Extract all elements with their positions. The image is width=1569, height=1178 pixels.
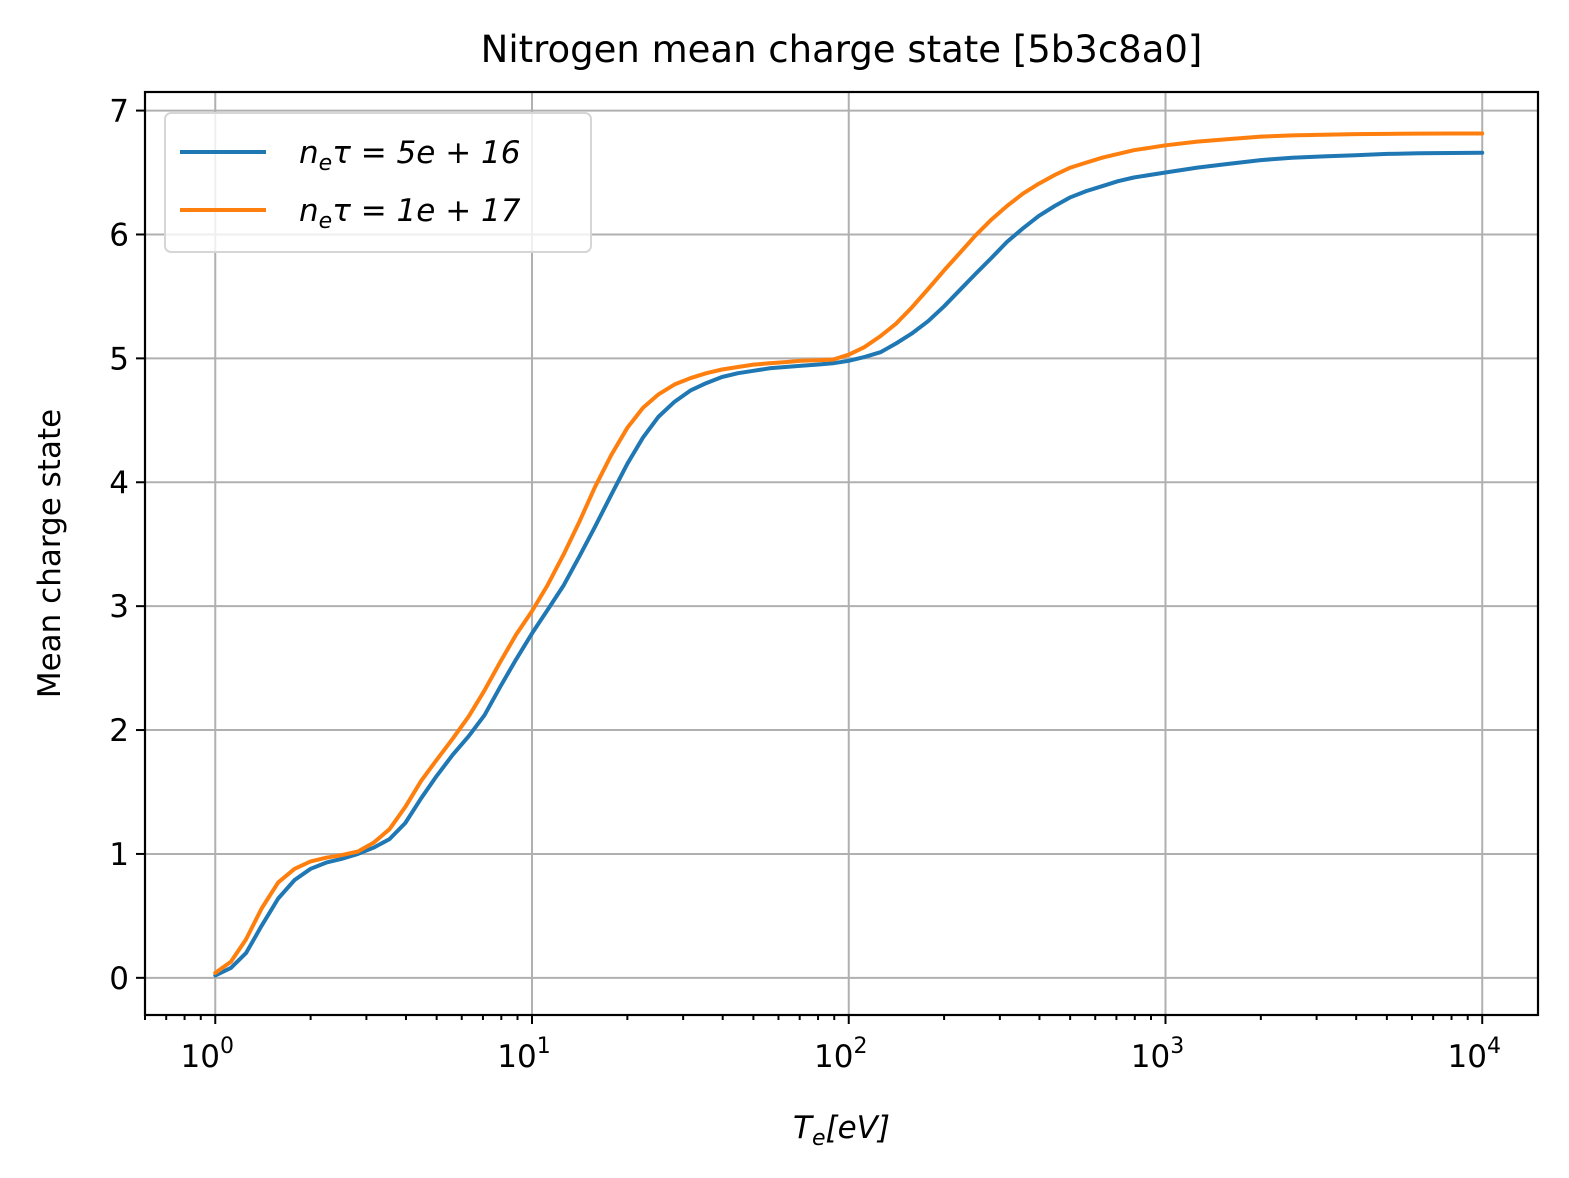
x-tick-exponent: 1: [537, 1034, 551, 1059]
y-tick-label: 0: [109, 961, 129, 997]
x-tick-exponent: 3: [1170, 1034, 1184, 1059]
y-tick-label: 7: [109, 94, 129, 130]
x-tick-base: 10: [814, 1039, 853, 1075]
y-tick-label: 4: [109, 465, 129, 501]
legend-label-2: neτ = 1e + 17: [299, 193, 521, 234]
x-tick-base: 10: [181, 1039, 220, 1075]
x-tick-label: 101: [497, 1034, 550, 1075]
legend: neτ = 5e + 16 neτ = 1e + 17: [164, 112, 592, 253]
x-tick-exponent: 0: [220, 1034, 234, 1059]
y-tick-label: 3: [109, 589, 129, 625]
series-line-1: [213, 150, 1485, 978]
y-tick-label: 1: [109, 837, 129, 873]
y-tick-label: 5: [109, 341, 129, 377]
x-axis-label: Te[eV]: [793, 1110, 890, 1151]
x-tick-label: 103: [1131, 1034, 1184, 1075]
y-tick-label: 2: [109, 713, 129, 749]
plot-frame: [143, 90, 1540, 1017]
x-tick-exponent: 2: [853, 1034, 867, 1059]
x-tick-label: 100: [181, 1034, 234, 1075]
y-tick-label: 6: [109, 217, 129, 253]
series-line-2: [213, 131, 1485, 975]
x-tick-base: 10: [1447, 1039, 1486, 1075]
series-layer: [213, 131, 1485, 978]
legend-box: [164, 112, 592, 253]
x-tick-label: 102: [814, 1034, 867, 1075]
x-tick-base: 10: [1131, 1039, 1170, 1075]
x-tick-base: 10: [497, 1039, 536, 1075]
y-axis-label: Mean charge state: [32, 409, 68, 698]
x-tick-exponent: 4: [1487, 1034, 1501, 1059]
chart-title: Nitrogen mean charge state [5b3c8a0]: [481, 28, 1203, 71]
x-tick-label: 104: [1447, 1034, 1500, 1075]
legend-label-1: neτ = 5e + 16: [299, 135, 520, 176]
